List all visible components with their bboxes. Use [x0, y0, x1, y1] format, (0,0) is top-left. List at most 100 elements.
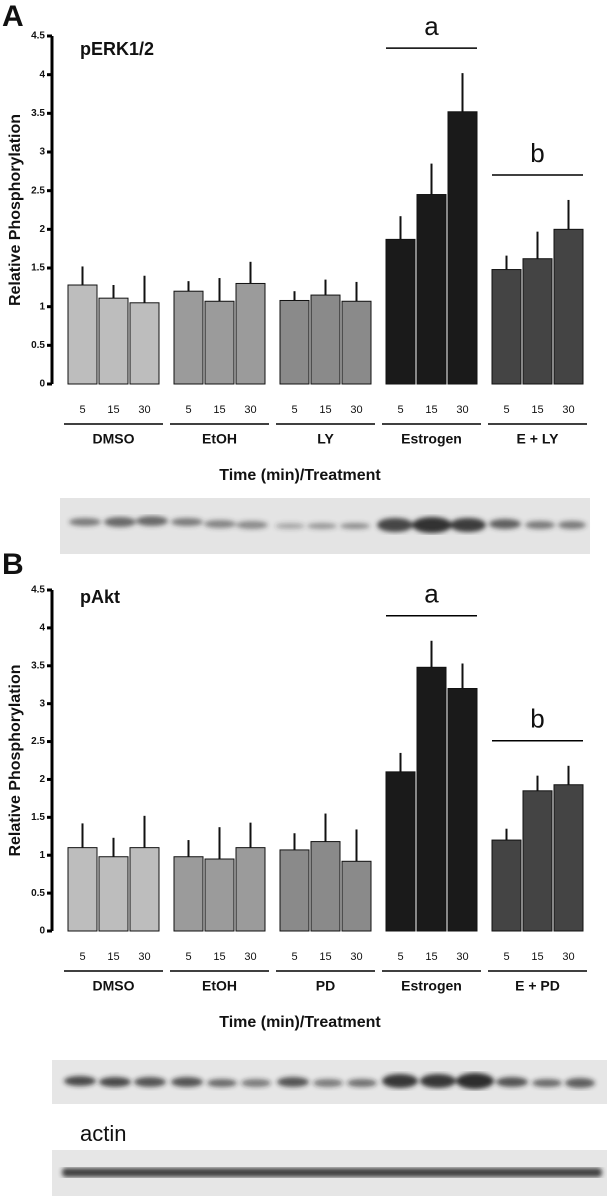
group-label: DMSO: [93, 978, 135, 994]
bar: [98, 856, 129, 932]
x-axis-label: Time (min)/Treatment: [219, 1014, 381, 1031]
bar: [341, 860, 372, 932]
y-tick-label: 0.5: [31, 340, 45, 351]
y-tick-label: 1.5: [31, 812, 45, 823]
y-tick-label: 2.5: [31, 736, 45, 747]
annotation: a: [424, 11, 439, 41]
blot-label: actin: [80, 1121, 126, 1146]
chart-title: pERK1/2: [80, 39, 154, 59]
x-tick-label: 15: [531, 404, 543, 416]
bar: [279, 849, 310, 932]
group-label: PD: [316, 978, 335, 994]
y-tick-label: 0: [39, 379, 45, 390]
y-tick-label: 0: [39, 926, 45, 937]
x-tick-label: 5: [79, 404, 85, 416]
y-tick-label: 0.5: [31, 888, 45, 899]
x-tick-label: 15: [425, 404, 437, 416]
y-tick-label: 1: [39, 301, 45, 312]
annotation: b: [530, 138, 544, 168]
blot-erk: [60, 498, 590, 554]
y-tick-label: 4.5: [31, 31, 45, 42]
bar: [235, 847, 266, 932]
x-tick-label: 5: [185, 951, 191, 963]
bar: [416, 194, 447, 385]
panel-label: A: [2, 0, 24, 33]
x-tick-label: 30: [456, 404, 468, 416]
x-tick-label: 5: [291, 951, 297, 963]
annotation: b: [530, 704, 544, 734]
bar: [173, 856, 204, 932]
chart-title: pAkt: [80, 587, 120, 607]
x-tick-label: 15: [213, 951, 225, 963]
x-tick-label: 30: [244, 404, 256, 416]
bar: [129, 847, 160, 932]
x-tick-label: 5: [503, 951, 509, 963]
blot-akt: [52, 1060, 607, 1104]
y-tick-label: 3.5: [31, 660, 45, 671]
bar: [310, 294, 341, 385]
y-tick-label: 1: [39, 850, 45, 861]
y-tick-label: 3: [39, 147, 45, 158]
x-tick-label: 30: [244, 951, 256, 963]
x-tick-label: 5: [79, 951, 85, 963]
x-axis-label: Time (min)/Treatment: [219, 467, 381, 484]
bar: [447, 688, 478, 932]
bar: [522, 258, 553, 385]
x-tick-label: 30: [562, 404, 574, 416]
y-tick-label: 2.5: [31, 185, 45, 196]
group-label: EtOH: [202, 978, 237, 994]
y-axis-label: Relative Phosphorylation: [7, 114, 24, 306]
y-tick-label: 4: [39, 623, 45, 634]
x-tick-label: 5: [503, 404, 509, 416]
x-tick-label: 30: [138, 951, 150, 963]
y-tick-label: 2: [39, 774, 45, 785]
x-tick-label: 30: [562, 951, 574, 963]
x-tick-label: 5: [185, 404, 191, 416]
bar: [67, 284, 98, 385]
bar: [279, 299, 310, 385]
x-tick-label: 30: [456, 951, 468, 963]
x-tick-label: 5: [291, 404, 297, 416]
x-tick-label: 30: [350, 951, 362, 963]
group-label: E + PD: [515, 978, 560, 994]
bar: [67, 847, 98, 932]
bar: [204, 858, 235, 932]
y-tick-label: 4.5: [31, 585, 45, 596]
group-label: LY: [317, 431, 334, 447]
bar: [98, 297, 129, 385]
group-label: DMSO: [93, 431, 135, 447]
y-tick-label: 3.5: [31, 108, 45, 119]
y-axis-label: Relative Phosphorylation: [7, 664, 24, 856]
bar: [235, 282, 266, 385]
x-tick-label: 30: [350, 404, 362, 416]
bar: [491, 839, 522, 932]
x-tick-label: 15: [319, 404, 331, 416]
y-tick-label: 3: [39, 698, 45, 709]
bar: [129, 302, 160, 385]
bar: [416, 666, 447, 932]
bar: [522, 790, 553, 932]
bar: [173, 290, 204, 385]
x-tick-label: 15: [107, 951, 119, 963]
annotation: a: [424, 579, 439, 609]
y-tick-label: 2: [39, 224, 45, 235]
group-label: Estrogen: [401, 978, 462, 994]
x-tick-label: 30: [138, 404, 150, 416]
x-tick-label: 15: [425, 951, 437, 963]
group-label: EtOH: [202, 431, 237, 447]
panel-label: B: [2, 548, 24, 581]
y-tick-label: 4: [39, 69, 45, 80]
group-label: Estrogen: [401, 431, 462, 447]
bar: [553, 784, 584, 932]
bar: [491, 269, 522, 385]
blot-actin: [52, 1150, 607, 1196]
bar: [341, 300, 372, 385]
group-label: E + LY: [517, 431, 560, 447]
bar: [553, 228, 584, 385]
x-tick-label: 5: [397, 951, 403, 963]
x-tick-label: 15: [319, 951, 331, 963]
bar: [310, 841, 341, 932]
bar: [204, 300, 235, 385]
y-tick-label: 1.5: [31, 263, 45, 274]
